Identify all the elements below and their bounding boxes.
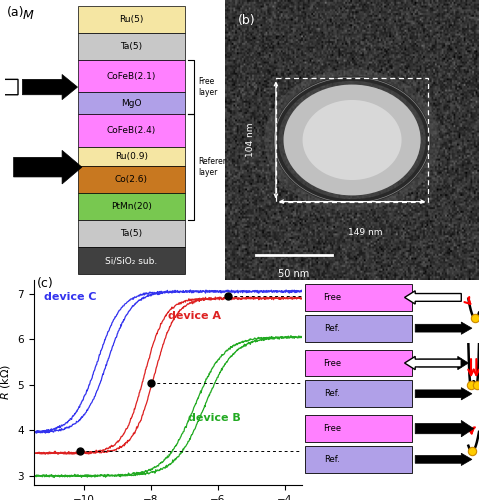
Bar xyxy=(78,166,185,193)
Text: Free
layer: Free layer xyxy=(199,78,218,97)
Bar xyxy=(305,284,411,311)
Ellipse shape xyxy=(264,69,440,211)
Bar xyxy=(78,6,185,33)
Text: Free: Free xyxy=(323,293,341,302)
FancyArrow shape xyxy=(405,291,461,304)
Bar xyxy=(305,350,411,376)
FancyArrow shape xyxy=(415,453,472,466)
Text: Ref.: Ref. xyxy=(324,324,340,332)
Text: Ref.: Ref. xyxy=(324,390,340,398)
Text: (a): (a) xyxy=(7,6,24,18)
Text: Co(2.6): Co(2.6) xyxy=(115,175,148,184)
Text: Reference
layer: Reference layer xyxy=(199,158,237,177)
Bar xyxy=(78,33,185,60)
Text: Free: Free xyxy=(323,424,341,433)
Ellipse shape xyxy=(272,76,432,204)
Text: Free: Free xyxy=(323,358,341,368)
Text: PtMn(20): PtMn(20) xyxy=(111,202,152,211)
Text: 149 nm: 149 nm xyxy=(347,228,382,237)
Text: 104 nm: 104 nm xyxy=(246,122,255,157)
Text: 50 nm: 50 nm xyxy=(278,270,309,280)
Bar xyxy=(78,193,185,220)
Y-axis label: $R$ (kΩ): $R$ (kΩ) xyxy=(0,364,11,400)
Text: Ta(5): Ta(5) xyxy=(120,229,143,238)
FancyArrow shape xyxy=(0,74,18,100)
Text: Ru(0.9): Ru(0.9) xyxy=(115,152,148,161)
Text: Ta(5): Ta(5) xyxy=(120,42,143,51)
Text: Ref.: Ref. xyxy=(324,455,340,464)
Text: (b): (b) xyxy=(238,14,255,27)
Text: $M$: $M$ xyxy=(23,9,35,22)
FancyArrow shape xyxy=(415,322,472,334)
Text: device B: device B xyxy=(188,413,240,423)
Text: Ru(5): Ru(5) xyxy=(119,14,144,24)
FancyArrow shape xyxy=(415,420,474,437)
Bar xyxy=(78,147,185,166)
FancyArrow shape xyxy=(13,150,82,184)
Bar xyxy=(78,92,185,114)
Text: Si/SiO₂ sub.: Si/SiO₂ sub. xyxy=(105,256,158,266)
Ellipse shape xyxy=(284,84,421,196)
Text: CoFeB(2.1): CoFeB(2.1) xyxy=(107,72,156,80)
Bar xyxy=(305,416,411,442)
Bar xyxy=(78,114,185,147)
Text: device C: device C xyxy=(44,292,96,302)
Ellipse shape xyxy=(303,100,401,180)
Bar xyxy=(78,60,185,92)
Bar xyxy=(305,315,411,342)
Text: (c): (c) xyxy=(37,277,54,290)
Text: device A: device A xyxy=(168,310,221,320)
Bar xyxy=(305,380,411,407)
Bar xyxy=(305,446,411,472)
FancyArrow shape xyxy=(419,356,468,370)
FancyArrow shape xyxy=(405,356,461,370)
FancyArrow shape xyxy=(23,74,78,100)
FancyArrow shape xyxy=(415,388,472,400)
Text: CoFeB(2.4): CoFeB(2.4) xyxy=(107,126,156,135)
Text: MgO: MgO xyxy=(121,99,142,108)
Bar xyxy=(78,247,185,274)
Bar xyxy=(78,220,185,247)
